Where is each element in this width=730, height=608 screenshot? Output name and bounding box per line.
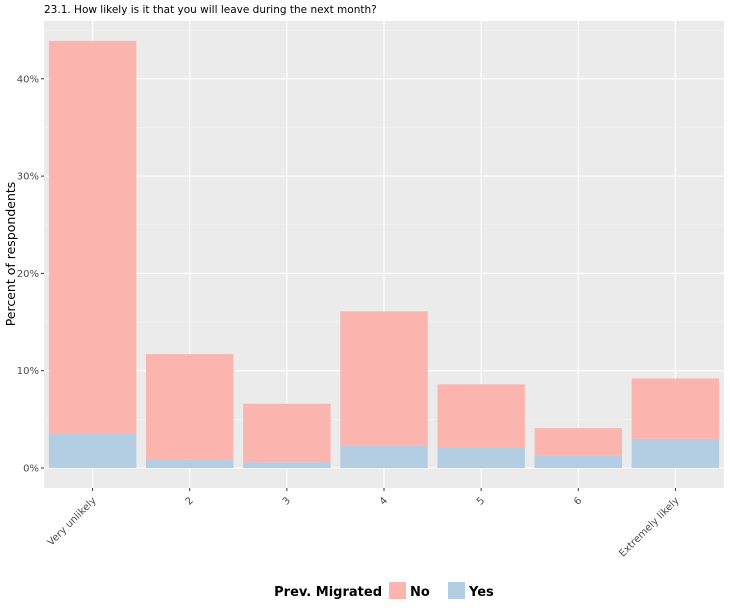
x-tick-label: 5 (475, 495, 487, 507)
legend: Prev. Migrated No Yes (274, 582, 494, 600)
bar-yes (534, 455, 622, 468)
bar-no (48, 40, 137, 434)
bar-yes (340, 445, 428, 468)
y-axis-title: Percent of respondents (3, 182, 18, 327)
legend-title: Prev. Migrated (274, 585, 382, 600)
bars (48, 40, 720, 468)
legend-key-yes (448, 582, 465, 599)
y-tick-label: 40% (17, 74, 39, 85)
y-tick-label: 20% (17, 269, 39, 280)
bar-no (146, 354, 234, 460)
x-axis-ticks: Very unlikely 2 3 4 5 6 Extremely likely (46, 488, 682, 560)
y-tick-label: 0% (23, 464, 39, 475)
bar-no (631, 378, 720, 439)
legend-key-no (389, 582, 406, 599)
bar-yes (631, 438, 720, 468)
bar-no (534, 428, 622, 456)
bar-yes (243, 462, 331, 468)
x-tick-label: 4 (378, 495, 390, 507)
bar-no (243, 403, 331, 463)
bar-yes (48, 433, 137, 468)
y-tick-label: 10% (17, 366, 39, 377)
x-tick-label: 2 (184, 495, 196, 507)
bar-yes (437, 447, 525, 468)
y-tick-label: 30% (17, 172, 39, 183)
y-axis-ticks: 0% 10% 20% 30% 40% (17, 74, 44, 475)
x-tick-label: 6 (572, 495, 584, 507)
legend-items: No Yes (389, 582, 494, 600)
x-tick-label: Extremely likely (617, 495, 681, 559)
legend-label-no: No (410, 585, 430, 600)
bar-no (340, 311, 428, 446)
x-tick-label: 3 (281, 495, 293, 507)
chart-title: 23.1. How likely is it that you will lea… (44, 4, 377, 16)
bar-no (437, 384, 525, 448)
legend-label-yes: Yes (468, 585, 494, 600)
x-tick-label: Very unlikely (46, 495, 99, 548)
bar-yes (146, 459, 234, 468)
